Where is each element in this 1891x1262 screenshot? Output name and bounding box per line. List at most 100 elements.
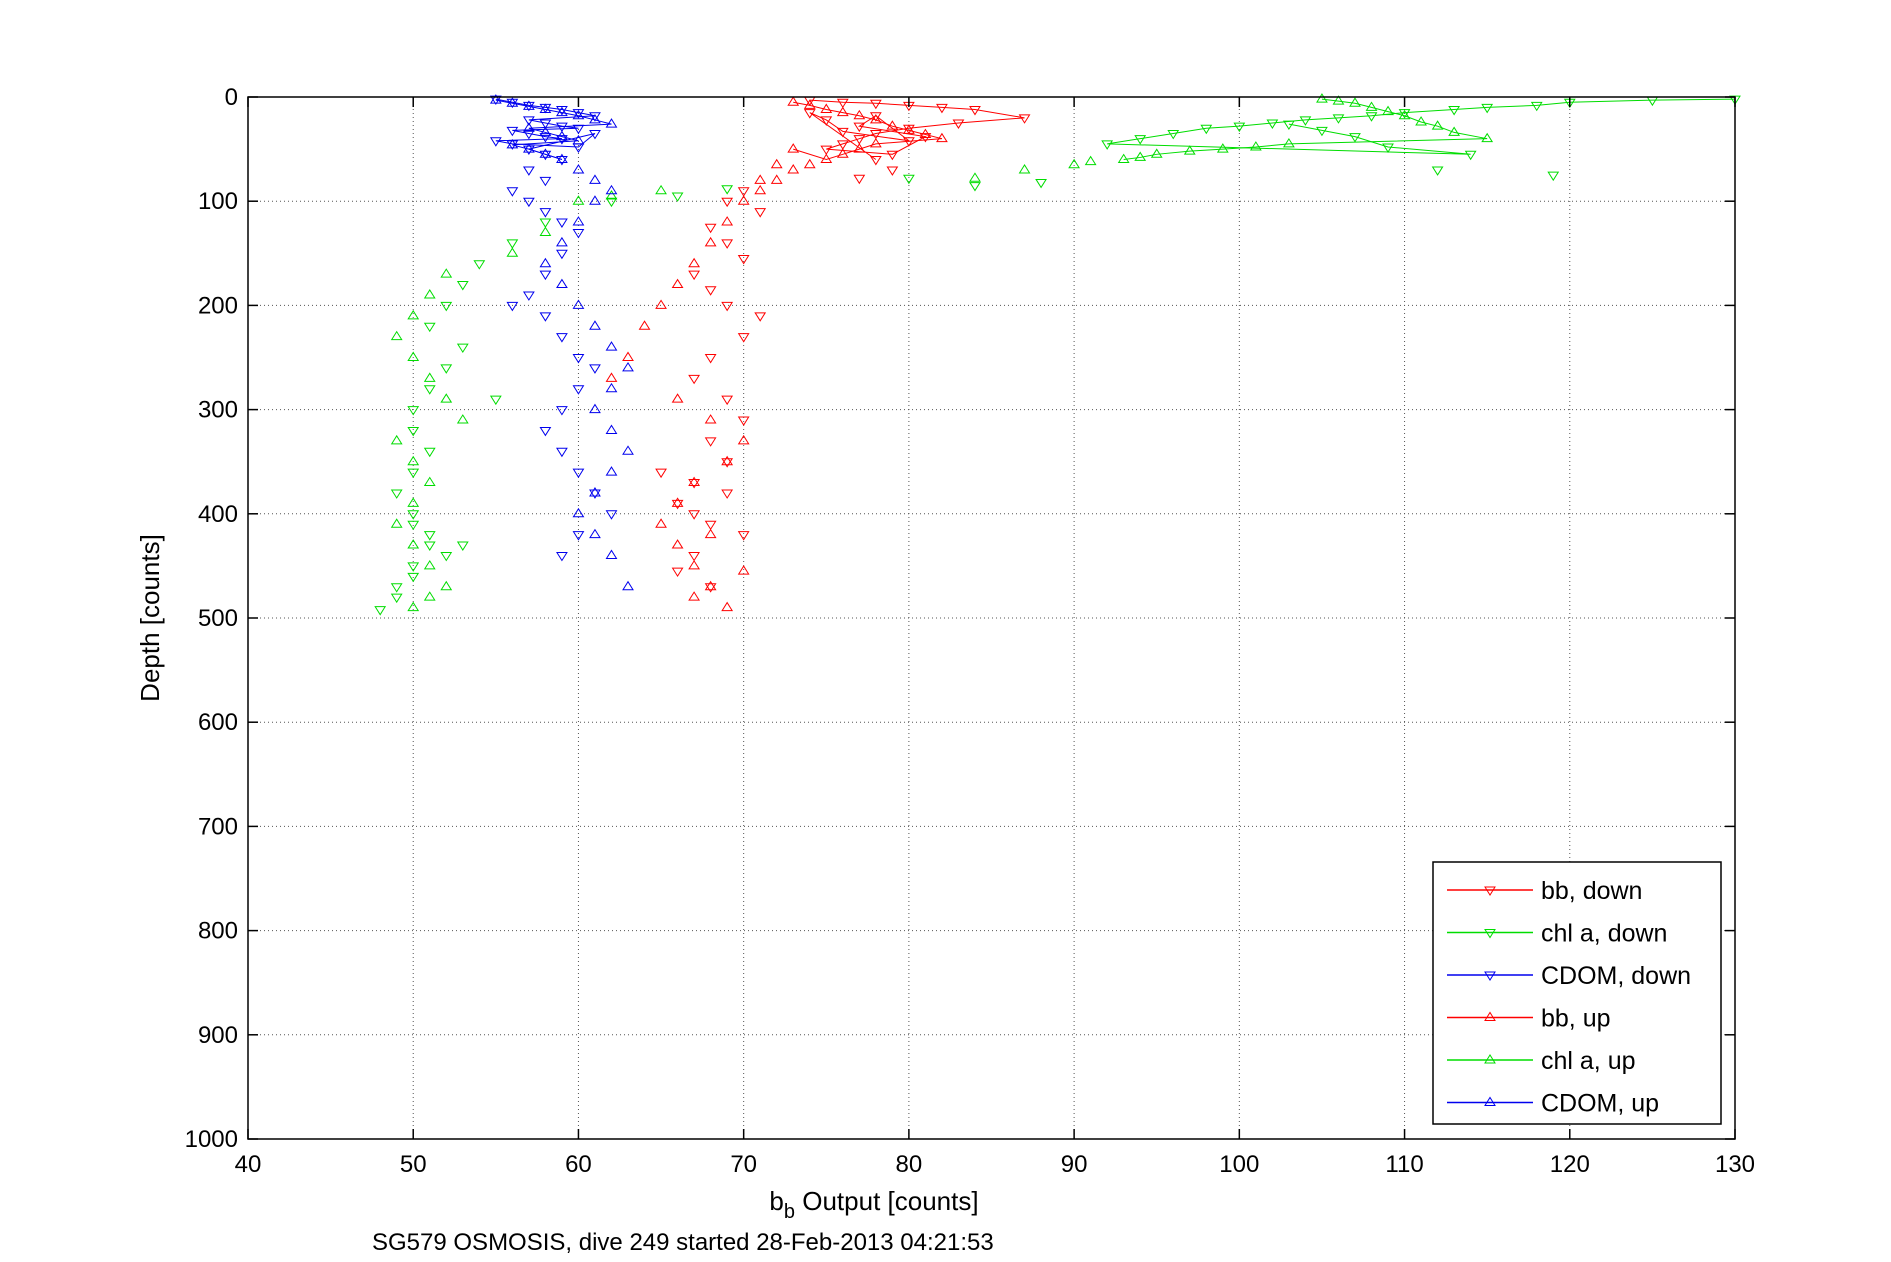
- data-point: [704, 528, 717, 539]
- data-point: [803, 99, 816, 109]
- data-point: [902, 124, 915, 134]
- data-point: [390, 593, 403, 604]
- data-point: [539, 312, 552, 322]
- data-point: [572, 109, 585, 120]
- data-point: [556, 333, 568, 343]
- x-tick-label: 110: [1385, 1151, 1423, 1178]
- data-point: [522, 291, 535, 301]
- series-cdom-down: [489, 95, 618, 562]
- data-point: [390, 583, 403, 593]
- data-point: [853, 174, 866, 185]
- y-axis-label: Depth [counts]: [135, 534, 165, 702]
- data-point: [489, 95, 502, 106]
- series-cdom-up: [489, 94, 634, 591]
- data-point: [886, 166, 899, 176]
- data-point: [737, 255, 750, 265]
- legend-entry-label: CDOM, down: [1541, 962, 1691, 990]
- series-line: [1123, 98, 1488, 161]
- data-point: [721, 197, 734, 208]
- data-point: [489, 94, 502, 104]
- axis-ticks: 40 50 60 70 80 90 100 110 120 130 0 100 200 300 400 500…: [185, 84, 1755, 1178]
- data-point: [754, 174, 767, 184]
- data-point: [1464, 150, 1477, 161]
- data-point: [1183, 145, 1196, 155]
- data-point: [754, 312, 767, 322]
- data-point: [605, 184, 618, 195]
- data-point: [952, 119, 965, 129]
- data-point: [622, 445, 634, 455]
- data-point: [506, 247, 519, 257]
- data-point: [423, 531, 436, 541]
- data-point: [1018, 163, 1031, 174]
- data-point: [688, 257, 701, 268]
- data-point: [539, 257, 552, 268]
- data-point: [1101, 140, 1114, 150]
- data-point: [853, 143, 866, 153]
- data-point: [572, 228, 585, 239]
- data-point: [423, 322, 436, 333]
- data-point: [1365, 112, 1378, 122]
- data-point: [886, 150, 899, 161]
- data-point: [737, 195, 750, 205]
- data-point: [688, 591, 701, 601]
- data-point: [605, 190, 618, 200]
- data-point: [622, 580, 634, 591]
- data-point: [1134, 151, 1147, 161]
- data-point: [936, 103, 948, 114]
- data-point: [572, 163, 585, 174]
- legend-swatch-marker: [1484, 929, 1496, 939]
- data-point: [407, 351, 420, 361]
- data-point: [572, 299, 585, 309]
- data-point: [539, 226, 552, 236]
- data-point: [572, 468, 585, 479]
- data-point: [407, 406, 420, 416]
- data-point: [489, 137, 502, 147]
- data-point: [506, 301, 519, 312]
- data-point: [589, 364, 601, 374]
- data-point: [407, 455, 420, 466]
- data-point: [704, 580, 717, 591]
- data-point: [622, 351, 634, 361]
- data-point: [1448, 126, 1461, 136]
- data-point: [688, 476, 701, 487]
- data-point: [820, 103, 833, 114]
- y-tick-label: 700: [198, 813, 238, 840]
- data-point: [671, 278, 684, 289]
- data-point: [671, 567, 684, 578]
- data-point: [440, 268, 453, 278]
- data-point: [737, 187, 750, 197]
- data-point: [1316, 126, 1328, 137]
- data-point: [721, 239, 734, 249]
- data-point: [1431, 120, 1444, 130]
- data-point: [589, 195, 601, 205]
- data-point: [572, 531, 585, 541]
- data-point: [1646, 96, 1659, 107]
- data-point: [969, 182, 981, 192]
- data-point: [556, 106, 568, 116]
- data-point: [522, 143, 535, 153]
- y-tick-label: 600: [198, 709, 238, 736]
- data-point: [589, 489, 601, 499]
- legend-entry-label: bb, up: [1541, 1005, 1611, 1033]
- data-point: [820, 116, 833, 126]
- legend-swatch-marker: [1484, 1011, 1496, 1021]
- data-point: [1117, 153, 1130, 164]
- data-point: [721, 458, 734, 468]
- data-point: [539, 426, 552, 437]
- data-point: [605, 549, 618, 559]
- legend-entry-label: CDOM, up: [1541, 1090, 1659, 1118]
- dive-caption: SG579 OSMOSIS, dive 249 started 28-Feb-2…: [372, 1229, 994, 1256]
- x-tick-label: 100: [1219, 1151, 1259, 1178]
- y-tick-label: 200: [198, 292, 238, 319]
- data-point: [374, 606, 387, 616]
- data-point: [1448, 106, 1461, 116]
- data-point: [671, 393, 684, 403]
- data-point: [721, 489, 734, 499]
- series-bb-down: [655, 96, 1031, 593]
- data-point: [423, 591, 436, 601]
- data-point: [605, 510, 618, 520]
- data-point: [1382, 143, 1394, 153]
- data-point: [737, 434, 750, 445]
- data-point: [556, 106, 568, 117]
